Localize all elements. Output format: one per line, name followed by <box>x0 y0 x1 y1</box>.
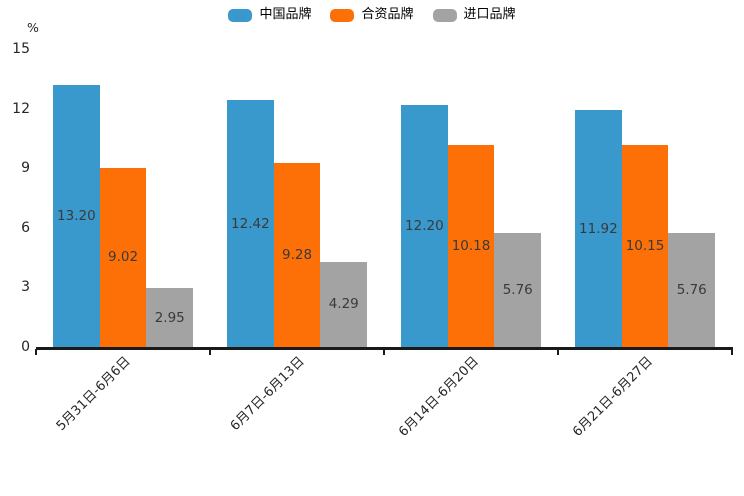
y-axis-tick-label: 12 <box>12 100 30 117</box>
bar-value-label: 11.92 <box>579 220 618 237</box>
bar-合资品牌-2: 9.28 <box>273 162 321 347</box>
legend-item-1[interactable]: 中国品牌 <box>228 7 311 23</box>
bar-value-label: 9.28 <box>282 246 313 263</box>
bar-进口品牌-4: 5.76 <box>668 232 716 347</box>
y-axis-tick-label: 3 <box>21 279 30 296</box>
bar-合资品牌-4: 10.15 <box>621 145 669 347</box>
bar-value-label: 2.95 <box>154 309 185 326</box>
y-axis-tick-label: 0 <box>21 339 30 355</box>
bar-value-label: 10.18 <box>451 237 491 254</box>
x-axis-tick-mark <box>35 349 37 355</box>
x-axis-category-label: 6月21日-6月27日 <box>569 354 656 440</box>
legend-item-2[interactable]: 合资品牌 <box>330 7 414 23</box>
legend-swatch-icon <box>330 8 355 22</box>
bar-合资品牌-1: 9.02 <box>99 167 147 347</box>
x-axis-category-label: 5月31日-6月6日 <box>53 354 134 434</box>
legend-item-label: 合资品牌 <box>361 7 414 22</box>
x-axis-category-label: 6月14日-6月20日 <box>395 354 482 440</box>
bar-进口品牌-3: 5.76 <box>494 232 542 347</box>
y-axis-tick-label: 6 <box>21 219 30 236</box>
x-axis-tick-mark <box>557 349 559 355</box>
bar-value-label: 5.76 <box>502 281 533 298</box>
x-axis-tick-mark <box>209 349 211 355</box>
y-axis-tick-label: 15 <box>12 41 30 58</box>
bar-合资品牌-3: 10.18 <box>447 144 495 347</box>
legend-item-3[interactable]: 进口品牌 <box>432 7 516 23</box>
legend-swatch-icon <box>432 8 457 22</box>
bar-进口品牌-1: 2.95 <box>146 288 194 347</box>
bar-中国品牌-4: 11.92 <box>575 110 622 347</box>
bar-value-label: 5.76 <box>676 281 707 298</box>
bar-value-label: 12.20 <box>405 217 444 234</box>
bar-中国品牌-1: 13.20 <box>53 84 100 347</box>
bar-value-label: 4.29 <box>328 296 359 313</box>
x-axis-line <box>36 347 733 350</box>
x-axis-tick-mark <box>383 349 385 355</box>
legend: 中国品牌 合资品牌 进口品牌 <box>0 7 744 23</box>
legend-item-label: 进口品牌 <box>463 7 516 22</box>
bar-value-label: 10.15 <box>625 238 665 255</box>
y-axis-tick-label: 9 <box>21 160 30 177</box>
bar-进口品牌-2: 4.29 <box>320 261 368 347</box>
bar-中国品牌-2: 12.42 <box>227 100 274 347</box>
bar-value-label: 13.20 <box>57 207 96 224</box>
bar-value-label: 12.42 <box>231 215 270 232</box>
x-axis-category-label: 6月7日-6月13日 <box>227 354 308 434</box>
legend-swatch-icon <box>228 8 253 22</box>
legend-item-label: 中国品牌 <box>259 7 312 22</box>
y-axis-unit-label: % <box>27 20 39 35</box>
bar-value-label: 9.02 <box>108 249 139 266</box>
x-axis-tick-mark <box>731 349 733 355</box>
bar-中国品牌-3: 12.20 <box>401 104 448 347</box>
